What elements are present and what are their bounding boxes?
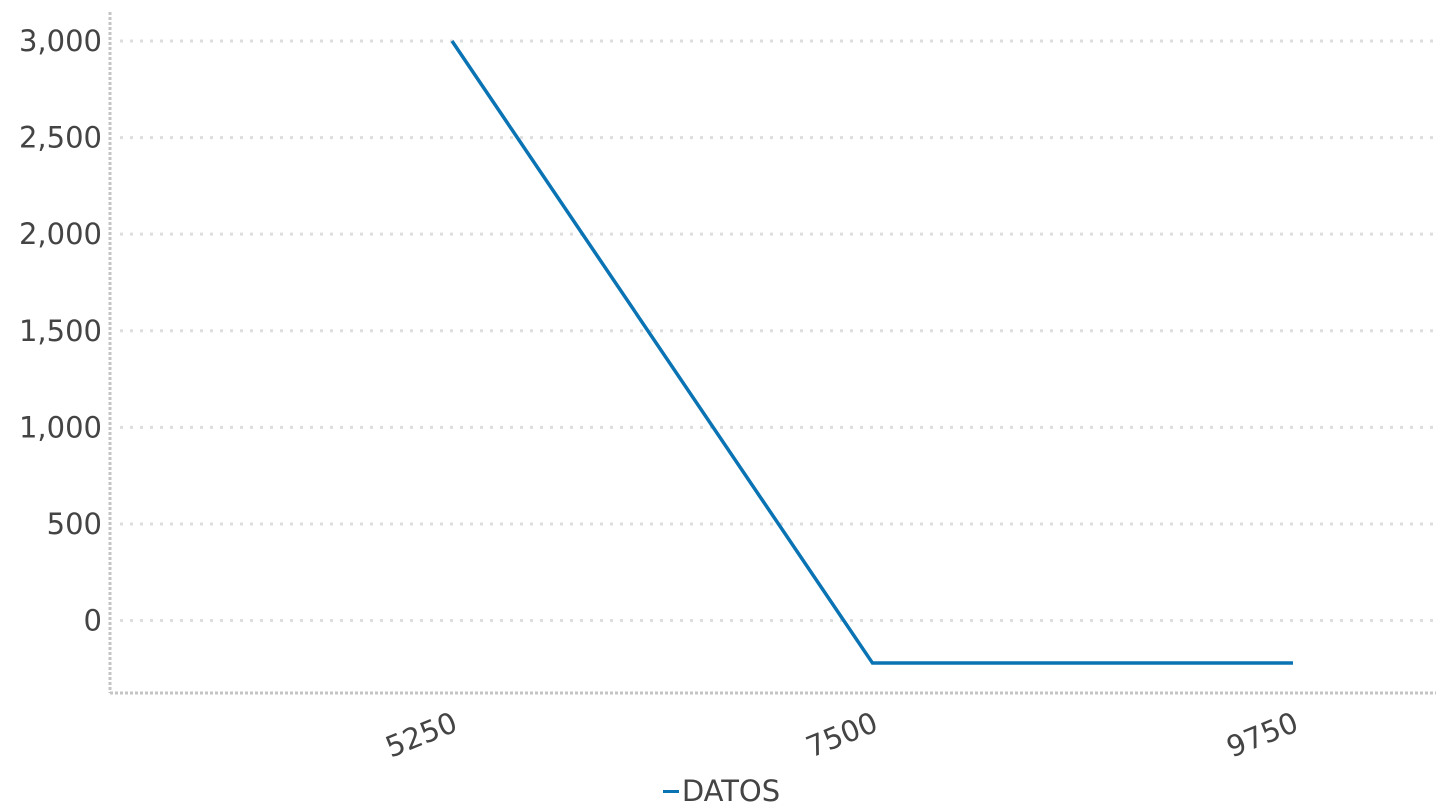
- x-tick-label: 9750: [1222, 705, 1303, 764]
- legend-swatch: [662, 789, 679, 793]
- y-tick-label: 2,500: [19, 121, 102, 155]
- y-tick-label: 500: [47, 507, 102, 541]
- grid-lines: [120, 39, 1436, 623]
- y-tick-label: 1,500: [19, 314, 102, 348]
- series-layer: [450, 39, 1293, 665]
- y-axis-ticks: 0 500 1,000 1,500 2,000 2,500 3,000: [19, 24, 102, 638]
- series-line-datos: [450, 39, 1293, 665]
- legend-item-datos[interactable]: DATOS: [662, 774, 781, 808]
- y-tick-label: 1,000: [19, 410, 102, 444]
- y-tick-label: 3,000: [19, 24, 102, 58]
- x-tick-label: 7500: [801, 705, 882, 764]
- y-tick-label: 0: [84, 604, 102, 638]
- legend: DATOS: [0, 774, 1443, 808]
- x-axis-ticks: 5250 7500 9750: [381, 705, 1303, 764]
- legend-label: DATOS: [681, 774, 781, 808]
- x-tick-label: 5250: [381, 705, 462, 764]
- y-tick-label: 2,000: [19, 217, 102, 251]
